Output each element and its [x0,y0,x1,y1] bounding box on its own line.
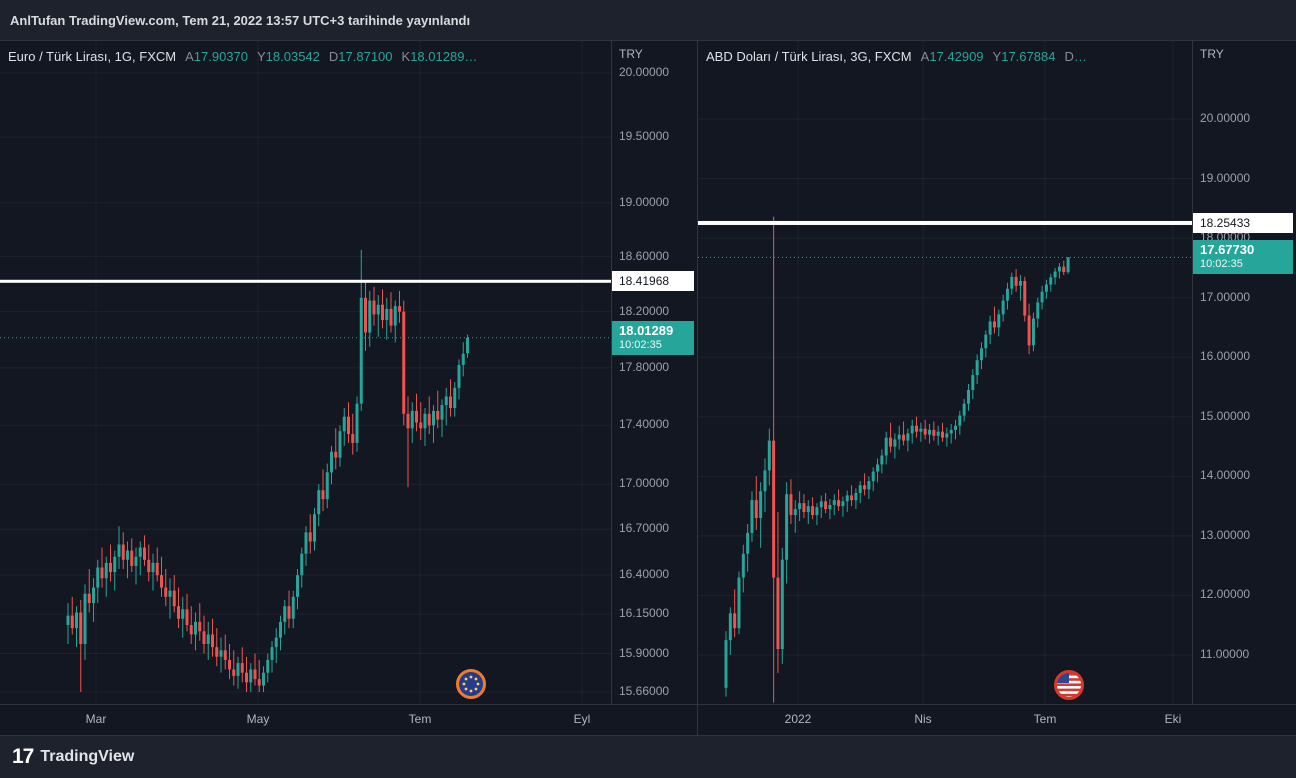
price-tick: 15.66000 [619,684,670,698]
time-tick: Tem [408,712,432,726]
time-axis-usdtry[interactable]: 2022 Nis Tem Eki [698,704,1296,735]
chart-plot-usdtry[interactable]: ABD Doları / Türk Lirası, 3G, FXCM A17.42… [698,41,1192,704]
price-tick: 14.00000 [1200,468,1251,483]
price-tick: 20.00000 [1200,111,1251,125]
time-tick: Eki [1164,712,1182,726]
candlestick-chart-eurtry[interactable] [0,41,611,704]
tradingview-brand-link[interactable]: TradingView [40,748,135,765]
last-price-label[interactable]: 17.67730 10:02:35 [1193,240,1293,275]
price-axis-usdtry[interactable]: TRY 20.00000 19.00000 18.00000 17.00000 16.0… [1192,41,1296,704]
published-banner: AnlTufan TradingView.com, Tem 21, 2022 1… [0,0,1296,40]
time-tick: 2022 [784,712,812,726]
bar-countdown: 10:02:35 [1200,258,1243,271]
candles [724,216,1070,703]
price-tick: 15.00000 [1200,408,1251,423]
alert-price-label[interactable]: 18.25433 [1193,212,1293,233]
eu-flag-icon [455,668,487,700]
price-tick: 16.00000 [1200,349,1251,364]
price-axis-eurtry[interactable]: TRY 20.00000 19.50000 19.00000 18.60000 18.2… [611,41,697,704]
price-tick: 19.00000 [619,194,670,209]
symbol-title[interactable]: Euro / Türk Lirası, 1G, FXCM [8,49,177,64]
tradingview-logo-icon[interactable]: 17 [12,745,34,768]
price-tick: 16.40000 [619,567,670,582]
price-tick: 18.60000 [619,248,670,263]
price-tick: 12.00000 [1200,587,1251,602]
last-price-value: 18.01289 [619,322,674,338]
published-text: AnlTufan TradingView.com, Tem 21, 2022 1… [10,12,471,28]
time-tick: Eyl [573,712,591,726]
time-tick: Tem [1033,712,1057,726]
bar-countdown: 10:02:35 [619,338,662,351]
price-tick: 19.00000 [1200,170,1251,185]
price-axis-currency: TRY [619,47,643,61]
price-tick: 16.70000 [619,521,670,536]
time-tick: Mar [85,712,107,726]
price-tick: 13.00000 [1200,527,1251,542]
time-tick: May [246,712,270,726]
charts-row: Euro / Türk Lirası, 1G, FXCM A17.90370 Y18… [0,40,1296,736]
footer: 17 TradingView [0,736,1296,778]
last-price-label[interactable]: 18.01289 10:02:35 [612,320,694,355]
symbol-title[interactable]: ABD Doları / Türk Lirası, 3G, FXCM [706,49,912,64]
alert-price-label[interactable]: 18.41968 [612,271,694,292]
time-tick: Nis [914,712,932,726]
price-tick: 11.00000 [1200,647,1250,661]
time-axis-eurtry[interactable]: Mar May Tem Eyl [0,704,697,735]
chart-pane-eurtry[interactable]: Euro / Türk Lirası, 1G, FXCM A17.90370 Y18… [0,41,697,735]
price-tick: 15.90000 [619,645,670,660]
candles [66,249,469,692]
price-tick: 17.00000 [619,476,670,491]
us-flag-icon [1053,669,1085,701]
price-tick: 17.80000 [619,359,670,374]
chart-plot-eurtry[interactable]: Euro / Türk Lirası, 1G, FXCM A17.90370 Y18… [0,41,611,704]
candlestick-chart-usdtry[interactable] [698,41,1192,704]
price-tick: 19.50000 [619,129,670,144]
price-tick: 17.40000 [619,417,670,432]
price-tick: 18.20000 [619,303,670,318]
price-axis-currency: TRY [1200,47,1224,61]
chart-pane-usdtry[interactable]: ABD Doları / Türk Lirası, 3G, FXCM A17.42… [697,41,1296,735]
last-price-value: 17.67730 [1200,242,1255,258]
price-tick: 20.00000 [619,65,670,79]
price-tick: 16.15000 [619,606,670,621]
price-tick: 17.00000 [1200,289,1251,304]
